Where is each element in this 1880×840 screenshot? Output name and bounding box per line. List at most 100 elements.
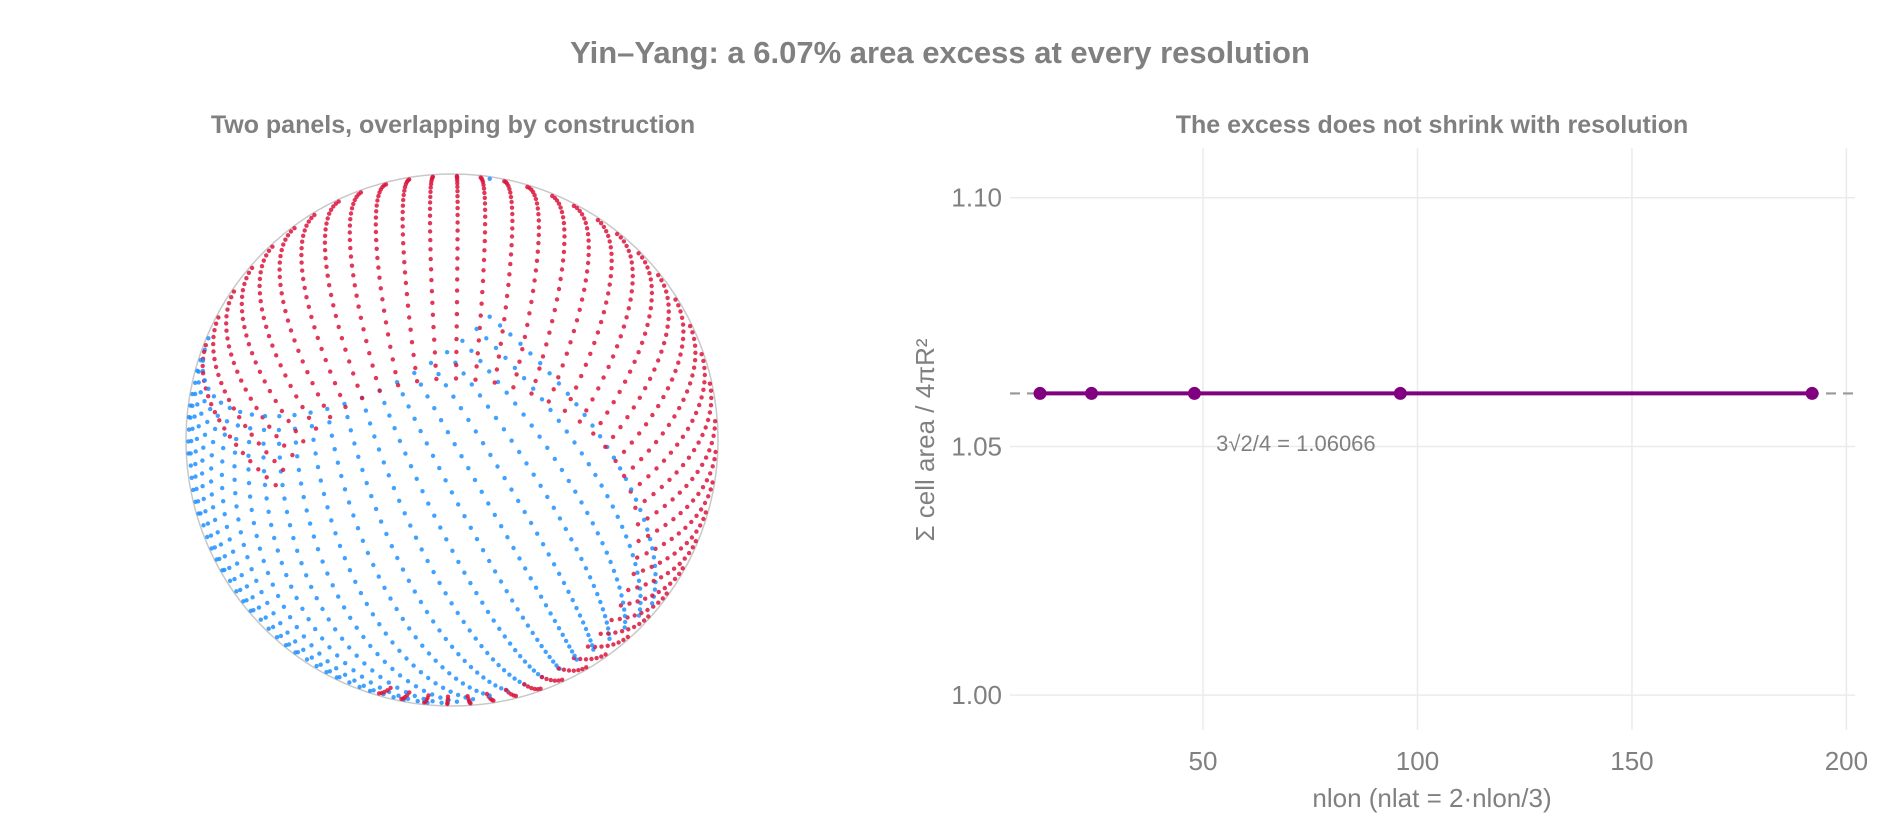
yang-grid-point — [341, 605, 347, 610]
yang-grid-point — [194, 436, 200, 442]
yang-grid-point — [591, 583, 597, 589]
yang-grid-point — [325, 571, 330, 576]
yang-grid-point — [508, 332, 513, 337]
yang-grid-point — [424, 441, 429, 446]
yin-grid-point — [607, 239, 612, 244]
yang-grid-point — [474, 326, 479, 332]
yin-grid-point — [288, 328, 294, 333]
yin-grid-point — [706, 494, 711, 499]
yin-grid-point — [588, 351, 593, 356]
yin-grid-point — [617, 389, 622, 395]
yang-grid-point — [270, 582, 275, 587]
yin-grid-point — [693, 410, 699, 416]
yin-grid-point — [361, 327, 366, 332]
yang-grid-point — [461, 619, 466, 625]
yin-grid-point — [536, 212, 541, 217]
yin-grid-point — [367, 351, 372, 356]
yang-grid-point — [194, 486, 199, 492]
yang-grid-point — [432, 513, 437, 518]
yang-grid-point — [478, 358, 483, 364]
yin-grid-point — [536, 232, 541, 238]
yin-grid-point — [642, 260, 648, 265]
yin-grid-point — [294, 394, 299, 399]
yang-grid-point — [554, 663, 559, 668]
x-tick-label: 50 — [1189, 746, 1218, 776]
yin-grid-point — [562, 241, 567, 247]
yang-grid-point — [400, 567, 406, 572]
yang-grid-point — [386, 473, 391, 478]
yin-grid-point — [564, 351, 569, 356]
yang-grid-point — [574, 547, 579, 552]
yang-grid-point — [583, 626, 589, 632]
yin-grid-point — [506, 282, 511, 288]
yin-grid-point — [704, 478, 710, 483]
yin-grid-point — [678, 510, 683, 516]
yin-grid-point — [627, 601, 632, 606]
yang-grid-point — [388, 596, 393, 601]
yang-grid-point — [545, 445, 550, 450]
yin-grid-point — [574, 318, 580, 323]
yin-grid-point — [377, 190, 382, 195]
yin-grid-point — [224, 321, 229, 326]
yin-grid-point — [668, 450, 674, 455]
yang-grid-point — [235, 423, 241, 428]
yang-grid-point — [521, 376, 527, 381]
yin-grid-point — [300, 359, 305, 364]
yang-grid-point — [474, 536, 480, 542]
yin-grid-point — [645, 322, 650, 328]
yang-grid-point — [208, 479, 214, 484]
yang-grid-point — [517, 556, 522, 561]
yang-grid-point — [579, 451, 584, 456]
yin-grid-point — [583, 362, 589, 367]
yin-grid-point — [635, 555, 640, 560]
yin-grid-point — [256, 441, 261, 446]
yin-grid-point — [413, 365, 418, 371]
yin-grid-point — [712, 457, 717, 462]
yang-grid-point — [635, 570, 640, 575]
yang-grid-point — [537, 434, 542, 439]
data-point — [1393, 386, 1407, 400]
yin-grid-point — [428, 194, 433, 200]
yang-grid-point — [284, 509, 290, 515]
yin-grid-point — [621, 239, 627, 244]
yang-grid-point — [538, 483, 543, 488]
yin-grid-point — [532, 686, 537, 692]
yin-grid-point — [257, 276, 263, 282]
yang-grid-point — [329, 433, 335, 438]
yang-grid-point — [193, 461, 198, 467]
yang-grid-point — [378, 674, 383, 680]
yin-grid-point — [635, 599, 640, 604]
yin-grid-point — [374, 203, 379, 208]
yin-grid-point — [259, 264, 265, 269]
yin-grid-point — [286, 418, 291, 424]
yang-grid-point — [433, 658, 438, 663]
yin-grid-point — [552, 307, 557, 313]
yin-grid-point — [306, 304, 311, 309]
yin-grid-point — [244, 333, 249, 338]
yang-grid-point — [525, 623, 531, 628]
yin-grid-point — [676, 531, 681, 536]
yang-grid-point — [512, 365, 518, 371]
yang-grid-point — [266, 509, 271, 514]
data-point — [1084, 386, 1098, 400]
yin-grid-point — [352, 197, 357, 203]
yang-grid-point — [574, 402, 579, 407]
yin-grid-point — [348, 254, 354, 259]
yang-grid-point — [611, 568, 617, 574]
yin-grid-point — [453, 376, 459, 381]
yin-grid-point — [354, 293, 359, 298]
yang-grid-point — [622, 607, 627, 612]
yin-grid-point — [352, 283, 357, 288]
yin-grid-point — [492, 380, 497, 385]
yin-grid-point — [278, 363, 283, 368]
yang-grid-point — [600, 541, 605, 546]
yin-grid-point — [595, 217, 601, 223]
yang-grid-point — [195, 499, 201, 504]
yang-grid-point — [497, 323, 503, 328]
yin-grid-point — [646, 614, 651, 619]
yin-grid-point — [455, 277, 460, 282]
yin-grid-point — [661, 394, 666, 400]
yang-grid-point — [598, 599, 603, 605]
yang-grid-point — [222, 554, 227, 559]
yin-grid-point — [246, 342, 252, 347]
